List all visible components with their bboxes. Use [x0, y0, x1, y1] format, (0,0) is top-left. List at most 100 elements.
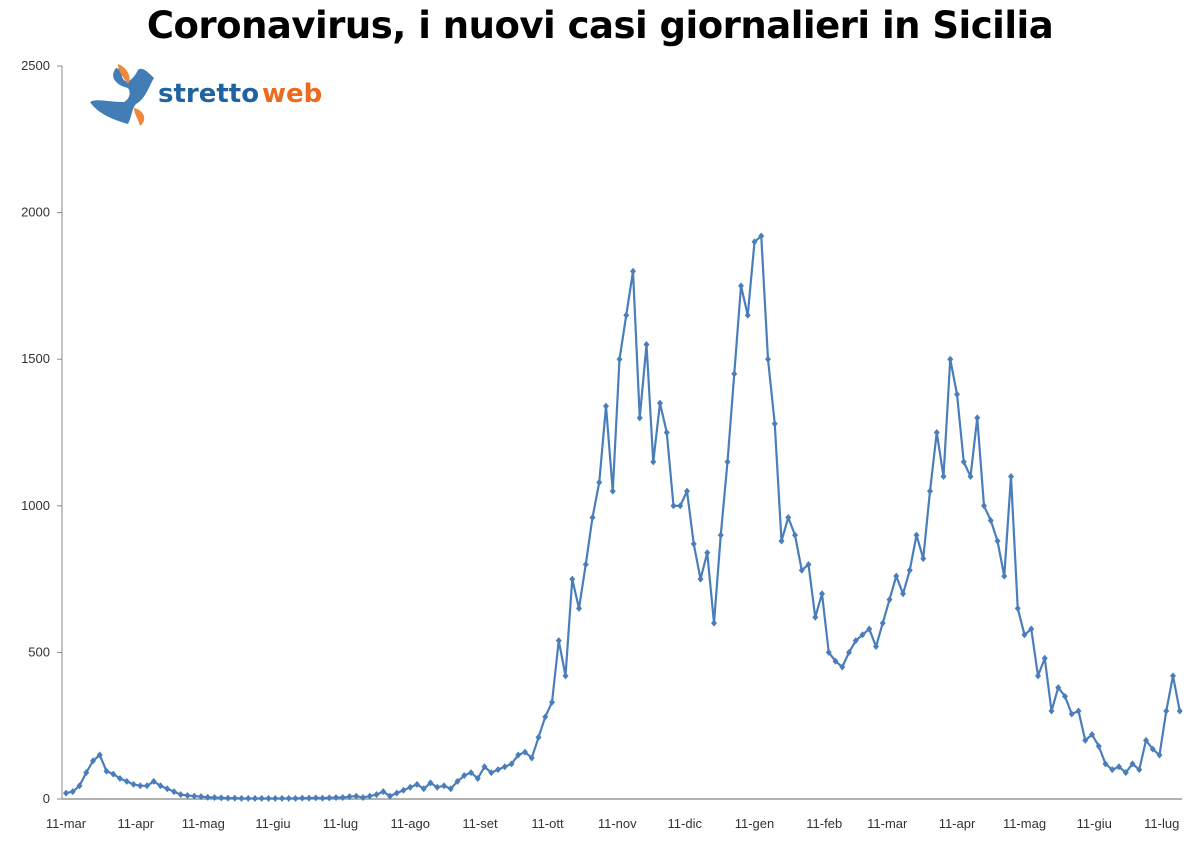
x-tick-label: 11-mag: [182, 816, 225, 831]
data-point-marker: [636, 414, 643, 422]
data-point-marker: [873, 643, 879, 651]
data-point-marker: [576, 604, 582, 612]
data-point-marker: [137, 782, 144, 790]
data-point-marker: [292, 794, 299, 802]
data-point-marker: [171, 788, 177, 796]
data-point-marker: [461, 772, 468, 780]
x-tick-label: 11-set: [462, 816, 498, 831]
data-point-marker: [967, 472, 974, 480]
data-point-marker: [954, 390, 960, 398]
data-point-marker: [731, 370, 738, 378]
data-point-marker: [1089, 730, 1095, 738]
data-point-marker: [326, 794, 333, 802]
data-point-marker: [852, 637, 859, 645]
data-point-marker: [616, 355, 623, 363]
series-nuovi-casi: [63, 232, 1183, 802]
data-point-marker: [319, 794, 326, 802]
data-point-marker: [711, 619, 717, 627]
x-tick-label: 11-mar: [867, 816, 908, 831]
data-point-marker: [771, 420, 778, 428]
data-point-marker: [373, 791, 380, 799]
data-point-marker: [609, 487, 616, 495]
data-point-marker: [1068, 710, 1075, 718]
data-point-marker: [1109, 766, 1116, 774]
data-point-marker: [299, 794, 306, 802]
data-point-marker: [1055, 684, 1062, 692]
data-point-marker: [346, 793, 353, 801]
data-point-marker: [1170, 672, 1176, 680]
data-point-marker: [663, 429, 670, 436]
data-point-marker: [1062, 692, 1068, 700]
data-point-marker: [1028, 625, 1035, 633]
data-point-marker: [1116, 763, 1122, 771]
data-point-marker: [630, 267, 636, 275]
data-point-marker: [117, 774, 123, 782]
x-tick-label: 11-lug: [1144, 816, 1179, 831]
series-line: [65, 234, 1181, 800]
data-point-marker: [279, 794, 285, 802]
data-point-marker: [488, 769, 495, 777]
x-tick-label: 11-apr: [939, 816, 976, 831]
data-point-marker: [495, 766, 501, 774]
data-point-marker: [157, 782, 164, 790]
data-point-marker: [164, 785, 171, 793]
data-point-marker: [724, 458, 731, 466]
data-point-marker: [427, 779, 434, 787]
data-point-marker: [1014, 604, 1021, 612]
data-point-marker: [758, 232, 765, 240]
data-point-marker: [110, 770, 117, 778]
data-point-marker: [265, 794, 272, 802]
data-point-marker: [252, 794, 258, 802]
data-point-marker: [792, 531, 798, 539]
data-point-marker: [906, 566, 913, 574]
data-point-marker: [76, 782, 83, 790]
data-point-marker: [474, 774, 481, 782]
data-point-marker: [184, 791, 191, 799]
data-point-marker: [333, 794, 339, 802]
strettoweb-logo: stretto web: [88, 58, 338, 138]
data-point-marker: [515, 751, 522, 759]
data-point-marker: [447, 785, 454, 793]
data-point-marker: [366, 792, 373, 800]
data-point-marker: [690, 540, 697, 548]
data-point-marker: [1156, 751, 1163, 759]
data-point-marker: [900, 590, 906, 598]
data-point-marker: [785, 514, 792, 522]
data-point-marker: [380, 788, 387, 796]
data-point-marker: [1143, 736, 1149, 744]
data-point-marker: [204, 793, 211, 801]
data-point-marker: [1122, 769, 1129, 777]
data-point-marker: [360, 794, 366, 802]
data-point-marker: [522, 748, 528, 756]
data-point-marker: [191, 792, 198, 800]
data-point-marker: [306, 794, 312, 802]
data-point-marker: [218, 794, 225, 802]
data-point-marker: [83, 769, 90, 777]
x-tick-label: 11-gen: [735, 816, 775, 831]
data-point-marker: [198, 793, 204, 801]
x-tick-label: 11-ott: [531, 816, 564, 831]
data-point-marker: [812, 613, 819, 621]
data-point-marker: [144, 782, 150, 790]
data-point-marker: [717, 531, 724, 539]
data-point-marker: [339, 794, 346, 802]
y-tick-label: 1500: [21, 351, 50, 366]
data-point-marker: [528, 754, 535, 762]
data-point-marker: [393, 789, 400, 797]
data-point-marker: [589, 514, 596, 522]
y-tick-label: 0: [43, 791, 50, 806]
data-point-marker: [353, 792, 360, 800]
data-point-marker: [832, 657, 839, 665]
data-point-marker: [987, 516, 994, 524]
data-point-marker: [1129, 760, 1136, 768]
data-point-marker: [407, 783, 414, 791]
data-point-marker: [960, 458, 967, 466]
data-point-marker: [1001, 572, 1008, 580]
data-point-marker: [1102, 760, 1109, 768]
data-point-marker: [312, 794, 319, 802]
data-point-marker: [285, 794, 292, 802]
data-point-marker: [670, 502, 677, 510]
data-point-marker: [744, 311, 751, 319]
data-point-marker: [414, 780, 420, 788]
